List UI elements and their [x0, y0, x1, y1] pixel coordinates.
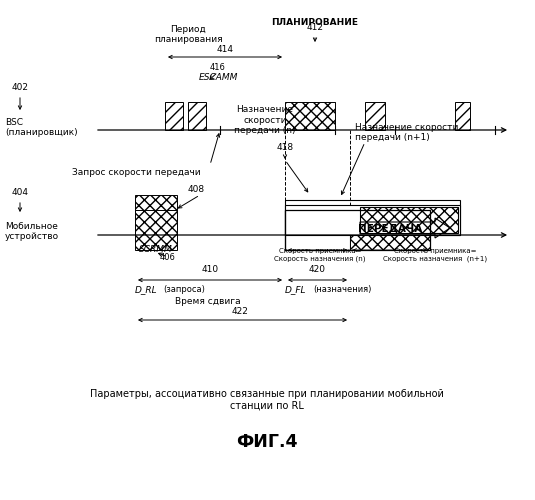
Text: ФИГ.4: ФИГ.4 — [236, 433, 298, 451]
Text: 410: 410 — [202, 265, 219, 274]
Bar — [188, 102, 206, 130]
Text: 406: 406 — [160, 253, 176, 262]
Text: (назначения): (назначения) — [313, 285, 371, 294]
Text: 414: 414 — [217, 45, 233, 54]
Bar — [135, 195, 177, 235]
Bar — [365, 102, 385, 130]
Text: Период
планирования: Период планирования — [154, 24, 223, 44]
Text: 408: 408 — [188, 185, 205, 194]
Bar — [285, 210, 350, 250]
Text: 404: 404 — [11, 188, 28, 197]
Text: Скорость приемника=
Скорость назначения  (n+1): Скорость приемника= Скорость назначения … — [383, 248, 487, 262]
Text: Мобильное
устройство: Мобильное устройство — [5, 222, 59, 242]
Text: D_RL: D_RL — [135, 285, 158, 294]
Text: Запрос скорости передачи: Запрос скорости передачи — [72, 168, 201, 177]
Text: 402: 402 — [11, 83, 28, 92]
Text: (запроса): (запроса) — [163, 285, 205, 294]
Text: 420: 420 — [309, 265, 325, 274]
Bar — [285, 205, 460, 235]
Bar — [285, 102, 335, 130]
Bar — [135, 210, 177, 250]
Bar — [165, 102, 183, 130]
Text: BSC
(планировщик): BSC (планировщик) — [5, 118, 78, 138]
Text: ПЕРЕДАЧА: ПЕРЕДАЧА — [358, 223, 422, 233]
Text: Параметры, ассоциативно связанные при планировании мобильной
станции по RL: Параметры, ассоциативно связанные при пл… — [90, 389, 444, 411]
Text: 416: 416 — [210, 63, 226, 72]
Text: Время сдвига: Время сдвига — [175, 297, 241, 306]
Text: Скорость приемника=
Скорость назначения (n): Скорость приемника= Скорость назначения … — [274, 248, 366, 262]
Text: Назначение
скорости
передачи (n): Назначение скорости передачи (n) — [234, 105, 296, 135]
Text: SCRMM: SCRMM — [139, 245, 173, 254]
Bar — [285, 200, 460, 235]
Bar — [350, 210, 430, 250]
Bar — [285, 210, 430, 250]
Text: 422: 422 — [232, 307, 248, 316]
Text: 418: 418 — [277, 143, 294, 152]
Bar — [360, 207, 458, 233]
Bar — [455, 102, 470, 130]
Text: 412: 412 — [307, 23, 324, 32]
Text: ESCAMM: ESCAMM — [198, 73, 238, 82]
Text: Назначение скорости
передачи (n+1): Назначение скорости передачи (n+1) — [355, 122, 458, 142]
Text: D_FL: D_FL — [285, 285, 307, 294]
Text: ПЛАНИРОВАНИЕ: ПЛАНИРОВАНИЕ — [271, 18, 358, 27]
